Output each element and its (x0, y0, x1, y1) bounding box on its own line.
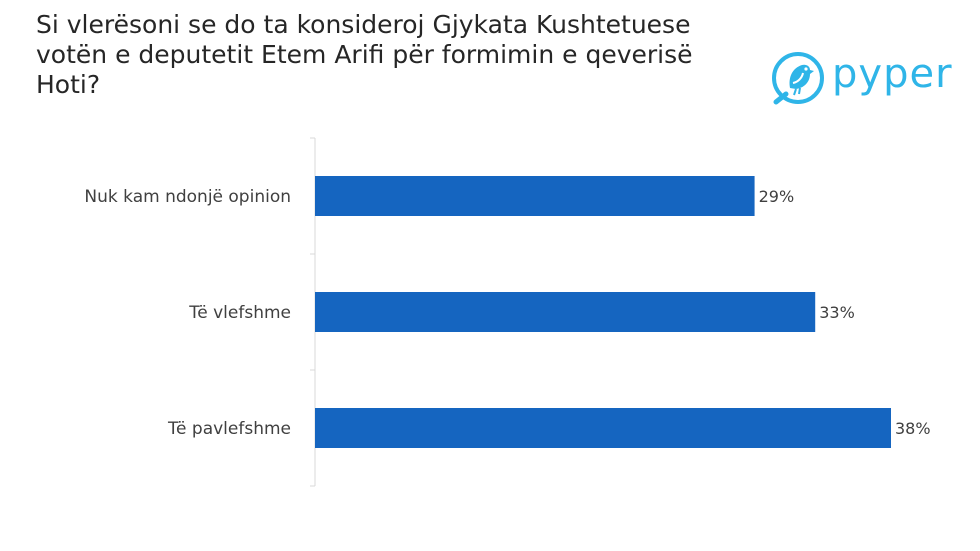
bird-icon (772, 52, 824, 105)
value-label: 33% (819, 303, 855, 322)
category-label: Të vlefshme (188, 303, 291, 323)
bar (315, 408, 891, 448)
bar (315, 176, 755, 216)
chart-title: Si vlerësoni se do ta konsideroj Gjykata… (36, 10, 693, 99)
category-label: Të pavlefshme (167, 419, 291, 439)
value-label: 38% (895, 419, 931, 438)
brand-logo: pyper (768, 48, 968, 112)
value-label: 29% (759, 187, 795, 206)
category-label: Nuk kam ndonjë opinion (84, 187, 291, 207)
brand-wordmark: pyper (832, 51, 953, 97)
bar (315, 292, 816, 332)
